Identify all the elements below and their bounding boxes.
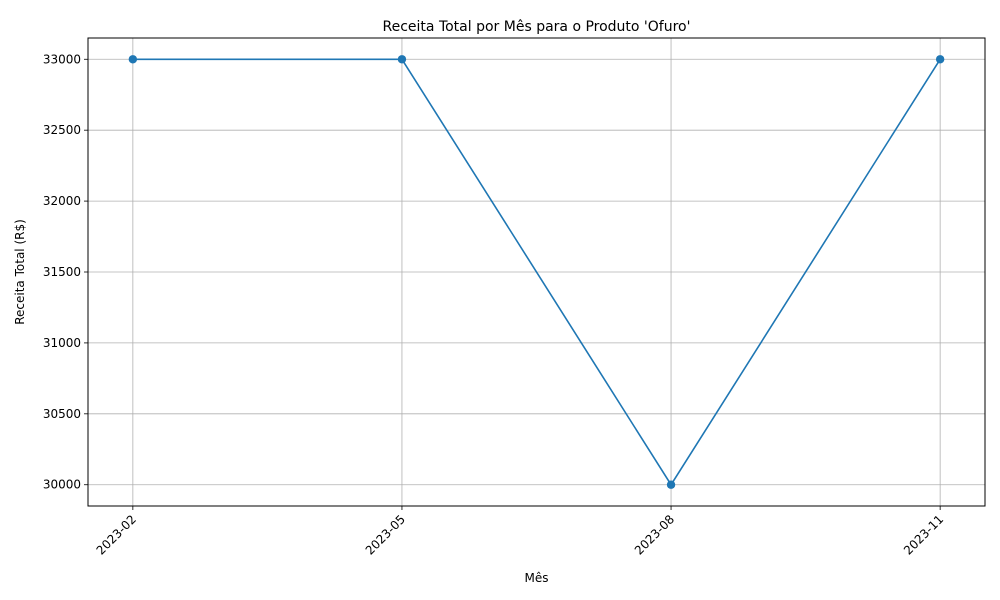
data-point xyxy=(128,55,138,64)
x-tick-label: 2023-08 xyxy=(632,512,677,557)
series-layer xyxy=(128,55,945,489)
x-axis: 2023-02 2023-05 2023-08 2023-11 xyxy=(94,506,946,558)
series-line xyxy=(132,58,941,487)
y-tick-label: 31500 xyxy=(43,265,81,279)
x-axis-label: Mês xyxy=(525,571,549,585)
data-point xyxy=(397,55,407,64)
y-tick-label: 30500 xyxy=(43,407,81,421)
y-axis: 30000 30500 31000 31500 32000 32500 33000 xyxy=(43,52,88,492)
y-tick-label: 32000 xyxy=(43,194,81,208)
x-tick-label: 2023-02 xyxy=(94,512,139,557)
y-axis-label: Receita Total (R$) xyxy=(13,219,27,325)
chart-title: Receita Total por Mês para o Produto 'Of… xyxy=(383,19,691,35)
data-point xyxy=(935,55,945,64)
data-point xyxy=(666,480,676,489)
y-tick-label: 33000 xyxy=(43,52,81,66)
x-tick-label: 2023-11 xyxy=(901,512,946,557)
y-tick-label: 32500 xyxy=(43,123,81,137)
x-tick-label: 2023-05 xyxy=(363,512,408,557)
y-tick-label: 30000 xyxy=(43,478,81,492)
y-tick-label: 31000 xyxy=(43,336,81,350)
